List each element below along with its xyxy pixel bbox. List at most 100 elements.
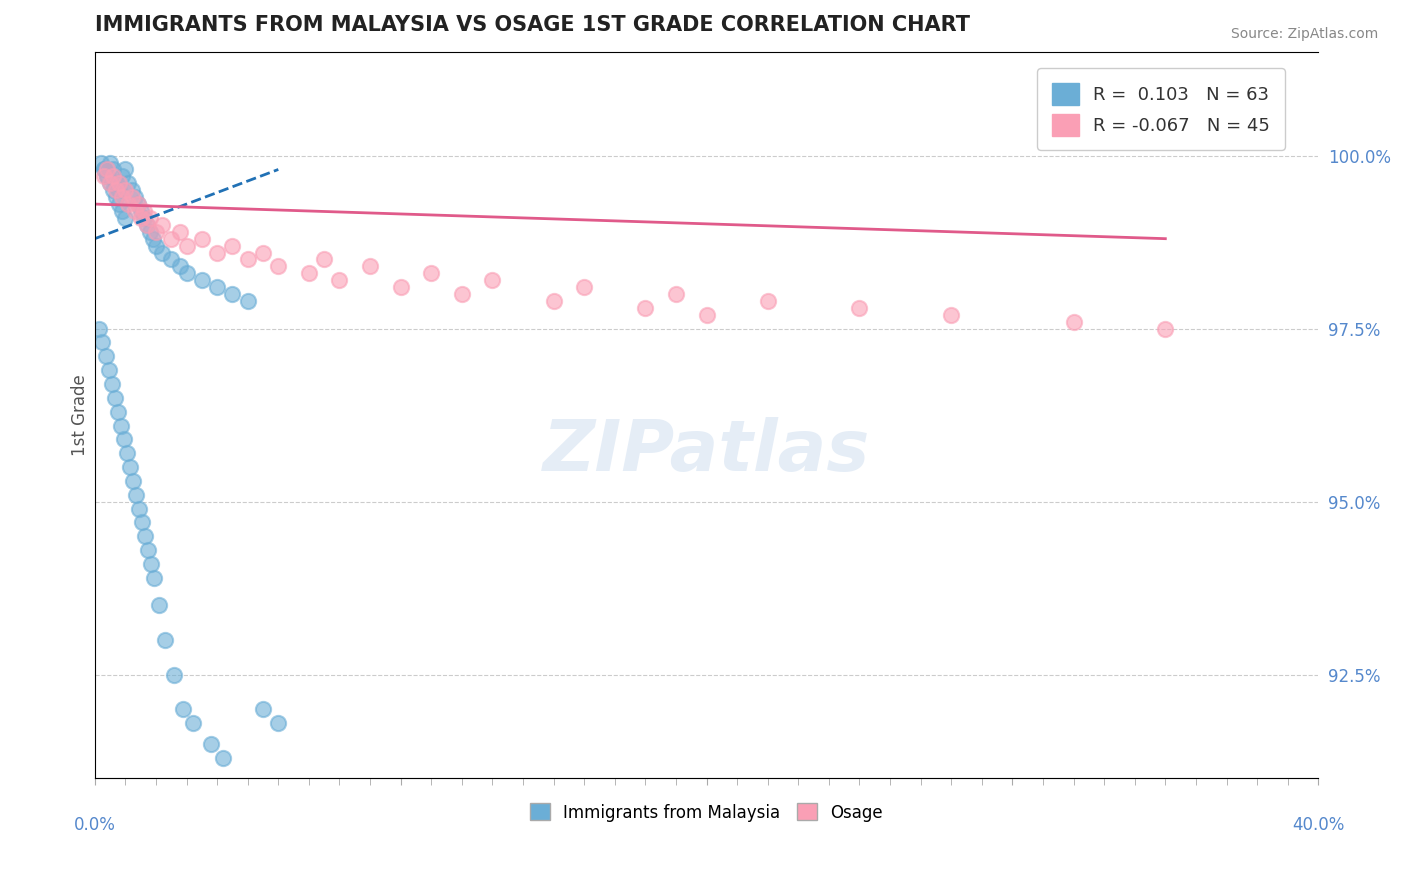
Point [298, 266, 321, 280]
Point [252, 702, 274, 716]
Point [108, 177, 131, 191]
Point [236, 293, 259, 308]
Point [98, 155, 121, 169]
Point [122, 474, 145, 488]
Point [634, 301, 657, 315]
Point [112, 433, 135, 447]
Point [107, 405, 129, 419]
Point [98, 177, 121, 191]
Point [314, 252, 336, 267]
Point [101, 162, 124, 177]
Point [150, 245, 173, 260]
Point [110, 418, 132, 433]
Point [756, 293, 779, 308]
Point [129, 204, 152, 219]
Point [129, 211, 152, 225]
Point [450, 287, 472, 301]
Point [200, 737, 222, 751]
Point [104, 391, 127, 405]
Point [124, 190, 146, 204]
Point [93, 162, 115, 177]
Point [267, 716, 290, 731]
Point [105, 190, 128, 204]
Point [108, 197, 131, 211]
Text: IMMIGRANTS FROM MALAYSIA VS OSAGE 1ST GRADE CORRELATION CHART: IMMIGRANTS FROM MALAYSIA VS OSAGE 1ST GR… [94, 15, 970, 35]
Point [127, 197, 149, 211]
Text: 0.0%: 0.0% [75, 816, 115, 835]
Point [105, 177, 128, 191]
Point [1154, 321, 1177, 335]
Point [132, 204, 155, 219]
Point [114, 162, 136, 177]
Point [139, 211, 162, 225]
Point [117, 197, 139, 211]
Point [205, 245, 228, 260]
Point [115, 446, 138, 460]
Point [94, 349, 117, 363]
Point [118, 460, 141, 475]
Point [143, 571, 166, 585]
Point [191, 273, 214, 287]
Point [481, 273, 503, 287]
Point [572, 280, 595, 294]
Point [153, 633, 176, 648]
Point [359, 260, 381, 274]
Point [176, 238, 198, 252]
Point [163, 667, 186, 681]
Point [221, 238, 243, 252]
Point [139, 225, 162, 239]
Point [96, 162, 118, 177]
Point [101, 169, 124, 184]
Point [543, 293, 565, 308]
Point [696, 308, 718, 322]
Point [91, 335, 114, 350]
Point [97, 363, 120, 377]
Point [98, 177, 121, 191]
Point [205, 280, 228, 294]
Point [173, 702, 195, 716]
Point [114, 211, 136, 225]
Point [176, 266, 198, 280]
Point [108, 183, 131, 197]
Point [114, 183, 136, 197]
Point [89, 321, 111, 335]
Point [135, 218, 157, 232]
Point [148, 599, 170, 613]
Point [145, 238, 167, 252]
Point [142, 232, 165, 246]
Point [100, 376, 122, 391]
Point [150, 218, 173, 232]
Point [105, 183, 128, 197]
Point [134, 529, 156, 543]
Point [121, 190, 143, 204]
Point [125, 488, 148, 502]
Point [93, 162, 115, 177]
Point [665, 287, 688, 301]
Point [96, 169, 118, 184]
Text: Source: ZipAtlas.com: Source: ZipAtlas.com [1230, 27, 1378, 41]
Point [93, 169, 115, 184]
Point [101, 183, 124, 197]
Point [328, 273, 350, 287]
Point [145, 225, 167, 239]
Point [252, 245, 274, 260]
Point [121, 183, 143, 197]
Point [236, 252, 259, 267]
Point [169, 225, 191, 239]
Text: ZIPatlas: ZIPatlas [543, 417, 870, 486]
Point [420, 266, 443, 280]
Point [124, 204, 146, 219]
Point [160, 232, 183, 246]
Point [111, 204, 134, 219]
Point [941, 308, 963, 322]
Point [169, 260, 191, 274]
Legend: Immigrants from Malaysia, Osage: Immigrants from Malaysia, Osage [523, 797, 890, 828]
Point [1063, 315, 1085, 329]
Point [191, 232, 214, 246]
Point [221, 287, 243, 301]
Point [135, 218, 157, 232]
Text: 40.0%: 40.0% [1292, 816, 1344, 835]
Point [181, 716, 204, 731]
Point [389, 280, 412, 294]
Point [111, 169, 134, 184]
